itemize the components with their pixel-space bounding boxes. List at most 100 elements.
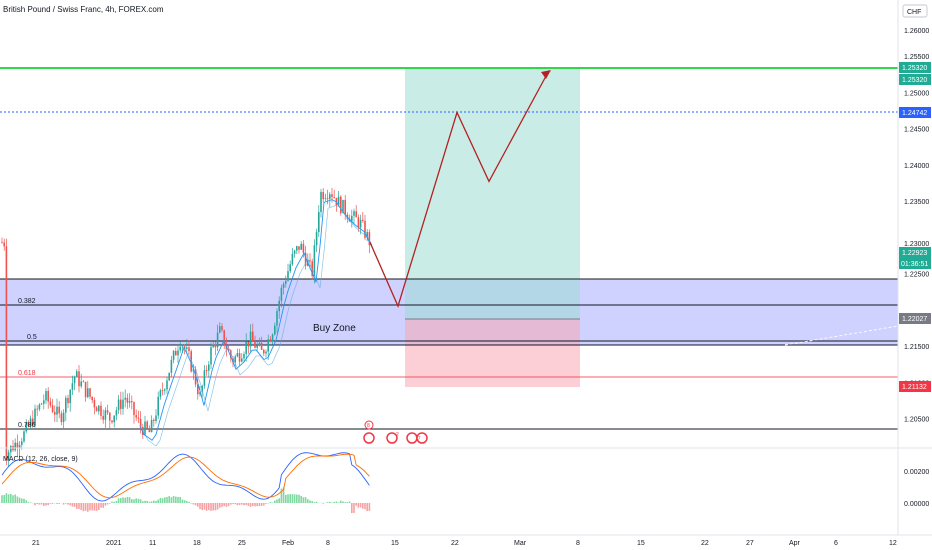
candle-body (205, 370, 208, 372)
macd-hist-bar (333, 502, 335, 503)
time-tick-4: 25 (238, 540, 246, 547)
macd-hist-bar (76, 503, 78, 509)
macd-hist-bar (265, 503, 267, 504)
macd-hist-bar (285, 494, 287, 503)
macd-hist-bar (3, 494, 5, 503)
fib-label-0786: 0.786 (18, 422, 36, 429)
candle-body (139, 418, 142, 428)
price-tick-1: 1.25000 (904, 90, 929, 97)
candle-body (102, 416, 104, 420)
time-tick-8: 22 (451, 540, 459, 547)
candle-body (326, 198, 329, 200)
event-markers[interactable]: 8 2 17 (363, 420, 428, 444)
macd-hist-bar (348, 501, 351, 503)
macd-hist-bar (91, 503, 93, 511)
macd-hist-bar (18, 497, 21, 503)
badge-stop: 1.21132 (902, 384, 927, 391)
badge-blue-bg (899, 107, 931, 118)
time-tick-11: 15 (637, 540, 645, 547)
event-marker-2[interactable] (363, 432, 375, 444)
macd-hist-bar (293, 494, 296, 503)
projection-path[interactable] (369, 70, 550, 308)
macd-hist-bar (23, 498, 25, 503)
macd-hist-bar (172, 495, 175, 503)
macd-hist-bar (45, 503, 47, 506)
macd-hist-bar (243, 503, 245, 506)
macd-hist-bar (234, 503, 236, 505)
candle-body (80, 381, 82, 387)
candle-body (241, 358, 243, 362)
macd-hist-bar (10, 494, 12, 503)
ma-slow-line (139, 204, 373, 447)
candle-body (331, 194, 333, 198)
macd-hist-bar (197, 503, 199, 507)
macd-hist-bar (183, 500, 186, 503)
macd-hist-bar (111, 501, 113, 503)
candle-body (188, 347, 190, 352)
candle-body (159, 390, 162, 397)
macd-hist-bar (120, 498, 122, 503)
macd-hist-bar (219, 503, 221, 508)
event-marker-1[interactable] (364, 420, 374, 430)
candle-body (230, 350, 232, 359)
candle-body (71, 383, 74, 390)
candle-body (78, 371, 80, 387)
macd-tick-1: 0.00000 (904, 501, 929, 508)
position-loss-zone[interactable] (405, 319, 580, 387)
candle-body (172, 350, 175, 360)
position-profit-zone[interactable] (405, 68, 580, 319)
macd-hist-bar (89, 503, 91, 511)
candle-body (91, 396, 93, 401)
candle-body (227, 349, 230, 351)
time-tick-3: 18 (193, 540, 201, 547)
macd-pane (1, 452, 371, 514)
candle-body (133, 402, 135, 416)
event-marker-5[interactable] (416, 432, 428, 444)
candle-body (29, 418, 32, 427)
macd-hist-bar (126, 496, 129, 503)
time-tick-16: 12 (889, 540, 897, 547)
price-tick-0: 1.25500 (904, 54, 929, 61)
macd-hist-bar (12, 495, 14, 503)
macd-hist-bar (7, 494, 10, 503)
macd-hist-bar (102, 503, 104, 508)
macd-hist-bar (16, 496, 19, 503)
ma-fast-line (139, 199, 373, 441)
currency-box[interactable] (902, 4, 928, 18)
buy-zone-label: Buy Zone (313, 323, 356, 334)
candle-body (285, 280, 287, 284)
badge-target-bg (899, 74, 931, 85)
macd-hist-bar (274, 500, 276, 503)
candle-body (291, 253, 294, 265)
macd-hist-bar (221, 503, 223, 507)
candle-body (260, 342, 263, 350)
macd-hist-bar (298, 494, 300, 503)
candle-body (111, 420, 113, 423)
candle-body (117, 399, 120, 411)
macd-hist-bar (256, 503, 258, 507)
candle-body (51, 405, 54, 412)
candle-body (249, 331, 252, 347)
candle-body (89, 388, 91, 397)
badge-entry: 1.22027 (902, 316, 927, 323)
macd-hist-bar (186, 501, 188, 503)
macd-hist-bar (100, 503, 102, 508)
badge-target: 1.25320 (902, 77, 927, 84)
macd-hist-bar (80, 503, 82, 510)
candle-body (49, 401, 52, 406)
price-tick-8: 1.20500 (904, 417, 929, 424)
macd-hist-bar (179, 496, 181, 503)
candle-body (164, 389, 166, 391)
macd-hist-bar (113, 501, 115, 503)
candle-body (254, 341, 256, 348)
candle-body (216, 332, 219, 348)
macd-hist-bar (150, 501, 153, 503)
macd-hist-bar (362, 503, 364, 509)
macd-hist-bar (322, 503, 324, 504)
macd-hist-bar (1, 495, 3, 503)
candle-body (131, 401, 133, 403)
price-tick-6: 1.21500 (904, 344, 929, 351)
event-marker-3[interactable] (386, 432, 398, 444)
macd-hist-bar (223, 503, 225, 507)
